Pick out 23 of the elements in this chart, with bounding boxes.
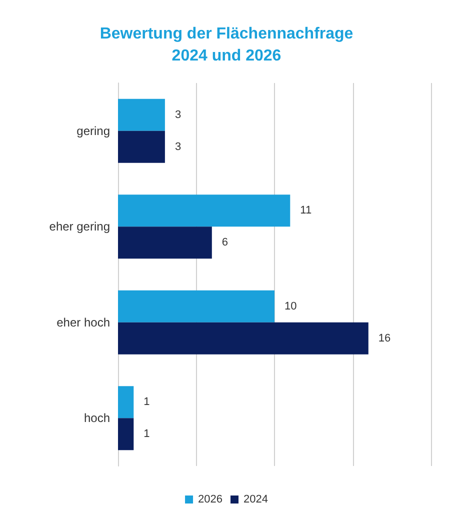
bar [118, 418, 134, 450]
data-label: 16 [378, 332, 391, 344]
bar [118, 98, 165, 131]
data-label: 1 [144, 396, 150, 408]
bar [118, 322, 368, 354]
y-tick-label: gering [76, 124, 110, 138]
data-label: 3 [174, 140, 182, 153]
data-label: 6 [222, 236, 228, 249]
bar [118, 194, 290, 227]
data-label: 11 [300, 204, 312, 217]
legend-label: 2026 [198, 494, 223, 506]
bar [118, 386, 134, 418]
legend-label: 2024 [244, 494, 268, 506]
data-label: 10 [284, 300, 297, 312]
y-tick-label: eher hoch [56, 315, 110, 330]
y-tick-label: eher gering [49, 220, 110, 234]
chart-title: Bewertung der Flächennachfrage 2024 und 2026 [100, 26, 354, 64]
y-tick-label: hoch [84, 411, 110, 426]
data-label: 3 [174, 108, 182, 121]
bar [118, 290, 274, 322]
bar [118, 130, 165, 163]
data-label: 1 [144, 428, 150, 440]
bar [118, 226, 212, 259]
